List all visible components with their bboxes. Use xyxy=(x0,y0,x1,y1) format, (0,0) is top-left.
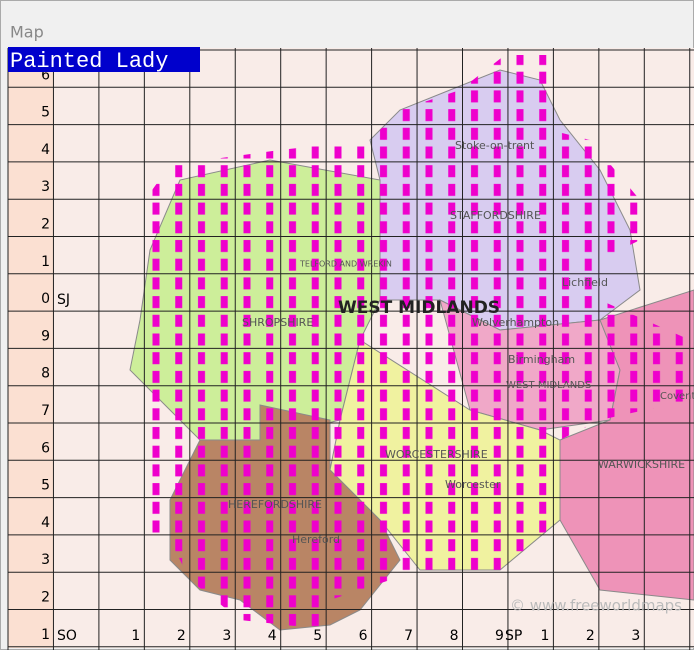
region-label: WEST MIDLANDS xyxy=(338,298,500,318)
region-label: WORCESTERSHIRE xyxy=(385,448,488,461)
region-label: WEST MIDLANDS xyxy=(506,380,591,391)
region-label: SHROPSHIRE xyxy=(242,316,313,329)
region-label: STAFFORDSHIRE xyxy=(450,209,541,222)
row-label: 6 xyxy=(41,440,50,456)
row-label: 2 xyxy=(41,590,50,606)
row-label: 4 xyxy=(41,515,50,531)
watermark: © www.freeworldmaps xyxy=(510,597,682,615)
column-label: 3 xyxy=(631,628,640,644)
column-label: 6 xyxy=(359,628,368,644)
window-title: Map xyxy=(10,23,44,42)
row-label: 2 xyxy=(41,217,50,233)
row-label: 0 xyxy=(41,291,50,307)
column-label: 4 xyxy=(268,628,277,644)
region-label: WARWICKSHIRE xyxy=(598,458,685,471)
row-label: 3 xyxy=(41,179,50,195)
place-label: Lichfield xyxy=(562,276,608,289)
row-label: 6 xyxy=(41,67,50,83)
place-label: Birmingham xyxy=(508,353,575,366)
column-label: 2 xyxy=(586,628,595,644)
row-label: 5 xyxy=(41,478,50,494)
square-label: SO xyxy=(57,628,77,644)
column-label: 9 xyxy=(495,628,504,644)
layer-label-bg xyxy=(8,47,200,72)
region-label: HEREFORDSHIRE xyxy=(228,498,322,511)
row-label: 9 xyxy=(41,328,50,344)
row-label: 1 xyxy=(41,627,50,643)
region-labels: WEST MIDLANDS SHROPSHIRE STAFFORDSHIRE W… xyxy=(228,209,685,511)
column-label: 1 xyxy=(131,628,140,644)
layer-label: Painted Lady xyxy=(10,49,168,74)
row-label: 3 xyxy=(41,552,50,568)
place-label: Hereford xyxy=(292,533,340,546)
row-label: 5 xyxy=(41,105,50,121)
grid xyxy=(7,48,694,650)
column-label: 2 xyxy=(177,628,186,644)
place-label: Wolverhampton xyxy=(472,316,559,329)
square-label: SJ xyxy=(57,292,70,308)
place-label: TELFORD AND WREKIN xyxy=(299,260,392,269)
row-label: 4 xyxy=(41,142,50,158)
column-label: 5 xyxy=(313,628,322,644)
column-label: 8 xyxy=(450,628,459,644)
column-label: 3 xyxy=(222,628,231,644)
row-label: 8 xyxy=(41,366,50,382)
row-label: 7 xyxy=(41,403,50,419)
column-label: 7 xyxy=(404,628,413,644)
row-label: 1 xyxy=(41,254,50,270)
column-label: 1 xyxy=(540,628,549,644)
place-label: Coventry xyxy=(660,391,694,402)
place-label: Stoke-on-trent xyxy=(455,139,535,152)
place-label: Worcester xyxy=(445,478,501,491)
square-label: SP xyxy=(505,628,522,644)
place-labels: Stoke-on-trent Wolverhampton Birmingham … xyxy=(292,139,694,546)
